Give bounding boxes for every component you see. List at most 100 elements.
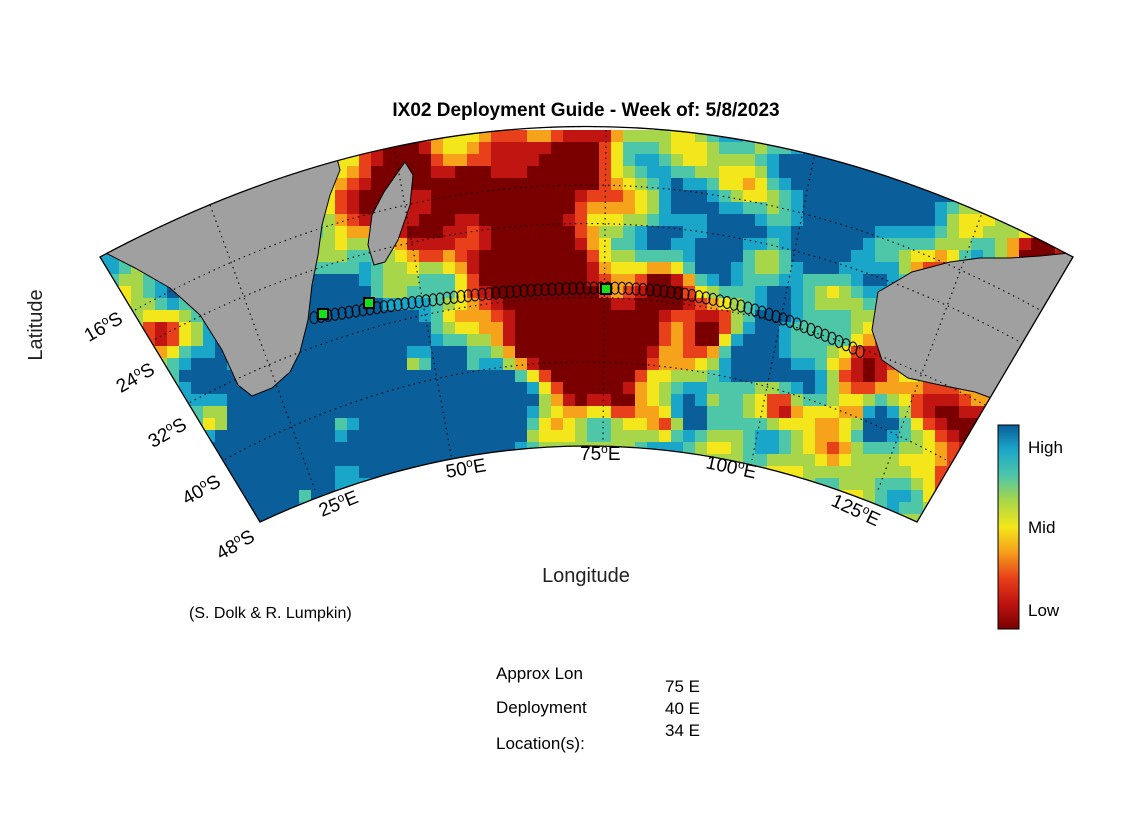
heat-cell: [167, 514, 179, 522]
heat-cell: [947, 202, 959, 214]
y-axis-label: Latitude: [25, 289, 47, 360]
heat-cell: [659, 406, 671, 418]
heat-cell: [767, 334, 779, 346]
heat-cell: [131, 502, 143, 514]
heat-cell: [791, 454, 803, 466]
heat-cell: [767, 322, 779, 334]
heat-cell: [779, 454, 791, 466]
heat-cell: [371, 382, 383, 394]
heat-cell: [791, 154, 803, 166]
heat-cell: [755, 286, 767, 298]
heat-cell: [755, 334, 767, 346]
heat-cell: [815, 358, 827, 370]
heat-cell: [1055, 514, 1067, 522]
heat-cell: [251, 154, 263, 166]
heat-cell: [191, 370, 203, 382]
heat-cell: [815, 466, 827, 478]
heat-cell: [395, 358, 407, 370]
heat-cell: [443, 310, 455, 322]
heat-cell: [143, 298, 155, 310]
heat-cell: [1019, 478, 1031, 490]
heat-cell: [587, 346, 599, 358]
heat-cell: [395, 370, 407, 382]
heat-cell: [791, 130, 803, 142]
heat-cell: [167, 298, 179, 310]
heat-cell: [743, 394, 755, 406]
heat-cell: [275, 466, 287, 478]
heat-cell: [683, 274, 695, 286]
heat-cell: [899, 262, 911, 274]
heat-cell: [647, 406, 659, 418]
heat-cell: [539, 142, 551, 154]
heat-cell: [479, 346, 491, 358]
heat-cell: [1079, 154, 1091, 166]
heat-cell: [467, 238, 479, 250]
heat-cell: [515, 490, 527, 502]
heat-cell: [899, 514, 911, 522]
heat-cell: [455, 202, 467, 214]
heat-cell: [407, 310, 419, 322]
track-point: [484, 287, 494, 301]
heat-cell: [311, 286, 323, 298]
heat-cell: [167, 130, 179, 142]
heat-cell: [1055, 370, 1067, 382]
heat-cell: [767, 238, 779, 250]
heat-cell: [1019, 466, 1031, 478]
heat-cell: [791, 526, 803, 538]
heat-cell: [311, 466, 323, 478]
heat-cell: [887, 262, 899, 274]
heat-cell: [635, 502, 647, 514]
heat-cell: [923, 514, 935, 522]
heat-cell: [335, 130, 347, 142]
heat-cell: [959, 226, 971, 238]
heat-cell: [623, 514, 635, 522]
heat-cell: [143, 178, 155, 190]
heat-cell: [647, 166, 659, 178]
heat-cell: [659, 310, 671, 322]
heat-cell: [1067, 298, 1073, 310]
heat-cell: [227, 418, 239, 430]
track-point: [526, 283, 536, 297]
heat-cell: [911, 250, 923, 262]
heat-cell: [683, 394, 695, 406]
heat-cell: [599, 358, 611, 370]
heat-cell: [479, 502, 491, 514]
heat-cell: [455, 178, 467, 190]
heat-cell: [671, 154, 683, 166]
heat-cell: [827, 298, 839, 310]
heat-cell: [335, 322, 347, 334]
heat-cell: [395, 442, 407, 454]
heat-cell: [443, 430, 455, 442]
heat-cell: [563, 526, 575, 538]
heat-cell: [239, 394, 251, 406]
heat-cell: [539, 514, 551, 522]
heat-cell: [359, 202, 371, 214]
heat-cell: [323, 238, 335, 250]
heat-cell: [359, 466, 371, 478]
heat-cell: [671, 166, 683, 178]
heat-cell: [551, 514, 563, 522]
heat-cell: [1031, 154, 1043, 166]
heat-cell: [767, 286, 779, 298]
heat-cell: [143, 322, 155, 334]
heat-cell: [563, 346, 575, 358]
heat-cell: [443, 274, 455, 286]
heat-cell: [419, 226, 431, 238]
heat-cell: [791, 298, 803, 310]
heat-cell: [839, 430, 851, 442]
heat-cell: [1067, 370, 1073, 382]
heat-cell: [275, 490, 287, 502]
heat-cell: [119, 298, 131, 310]
heat-cell: [587, 430, 599, 442]
heat-cell: [947, 154, 959, 166]
heat-cell: [359, 166, 371, 178]
heat-cell: [467, 310, 479, 322]
heat-cell: [347, 298, 359, 310]
heat-cell: [671, 514, 683, 522]
heat-cell: [107, 154, 119, 166]
heat-cell: [755, 478, 767, 490]
heat-cell: [419, 322, 431, 334]
heat-cell: [371, 178, 383, 190]
heat-cell: [263, 526, 275, 538]
heat-cell: [887, 418, 899, 430]
